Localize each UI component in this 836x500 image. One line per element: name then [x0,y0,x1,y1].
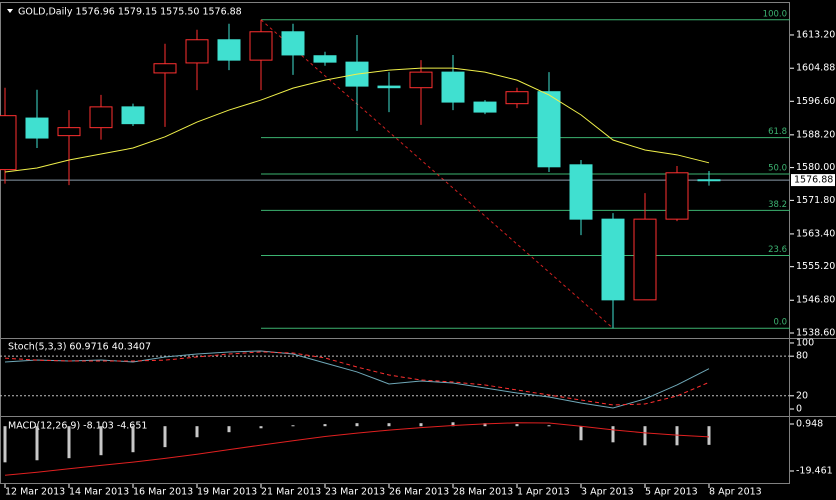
y-tick-label: 1596.60 [796,96,835,107]
fib-label: 0.0 [773,318,787,328]
macd-title: MACD(12,26,9) -8.103 -4.651 [8,421,147,432]
candle-body [601,218,625,301]
y-tick-label: 1604.88 [796,63,835,74]
last-price-label: 1576.88 [794,175,833,186]
moving-average [4,67,710,173]
candle-body [217,39,241,61]
y-tick-label: 1580.00 [796,162,835,173]
macd-signal [4,422,710,476]
candle-body [697,179,721,182]
macd-bar [99,426,103,456]
candle-body [249,31,273,61]
macd-bar [195,426,199,438]
candle-body [473,101,497,113]
x-tick-label: 5 Apr 2013 [645,487,698,498]
stoch-title: Stoch(5,3,3) 60.9716 40.3407 [8,342,151,353]
macd-bar [163,426,167,448]
macd-bar [451,422,455,427]
candle-body [505,91,529,105]
y-tick-label: 1538.60 [796,328,835,339]
macd-bar [323,424,327,427]
candle-body [569,164,593,220]
x-tick-label: 26 Mar 2013 [389,487,449,498]
y-tick-label: -19.461 [796,465,833,476]
candle-body [121,106,145,125]
menu-arrow[interactable] [7,9,13,13]
candle-body [377,85,401,89]
candle-body [57,127,81,137]
x-tick-label: 3 Apr 2013 [581,487,634,498]
macd-bar [515,424,519,427]
fib-label: 100.0 [763,9,787,19]
macd-bar [611,426,615,443]
y-tick-label: 1563.40 [796,228,835,239]
macd-bar [419,423,423,427]
candle-body [409,71,433,89]
last-price-box [791,174,835,187]
macd-bar [643,426,647,446]
fib-trendline [260,19,614,329]
macd-bar [131,426,135,453]
y-tick-label: 1588.20 [796,129,835,140]
x-tick-label: 23 Mar 2013 [325,487,385,498]
y-tick-label: 20 [796,390,808,401]
candle-body [537,91,561,168]
candle-body [0,115,17,171]
macd-bar [547,425,551,427]
x-tick-label: 12 Mar 2013 [5,487,65,498]
y-tick-label: 0.948 [796,419,823,430]
macd-bar [387,423,391,427]
macd-bar [579,426,583,441]
candle-body [633,218,657,301]
candle-body [665,172,689,220]
x-tick-label: 21 Mar 2013 [261,487,321,498]
macd-bar [675,426,679,446]
x-tick-label: 28 Mar 2013 [453,487,513,498]
y-tick-label: 1555.20 [796,261,835,272]
macd-bar [67,426,71,459]
y-tick-label: 0 [796,403,802,414]
fib-label: 61.8 [768,127,787,137]
macd-bar [259,426,263,429]
macd-bar [483,423,487,427]
x-tick-label: 14 Mar 2013 [69,487,129,498]
macd-bar [227,426,231,433]
y-tick-label: 100 [796,337,814,348]
candle-body [153,63,177,74]
y-tick-label: 1546.80 [796,295,835,306]
macd-bar [35,426,39,461]
fib-label: 50.0 [768,163,787,173]
candle-body [441,71,465,103]
macd-bar [291,425,295,427]
x-tick-label: 16 Mar 2013 [133,487,193,498]
frame [0,2,790,484]
fib-label: 23.6 [768,245,787,255]
macd-bar [707,426,711,445]
candle-body [25,117,49,139]
macd-bar [3,426,7,463]
candle-body [281,31,305,56]
candle-body [185,39,209,64]
chart-title: GOLD,Daily 1576.96 1579.15 1575.50 1576.… [18,7,242,18]
x-tick-label: 19 Mar 2013 [197,487,257,498]
x-tick-label: 1 Apr 2013 [517,487,570,498]
y-tick-label: 1613.20 [796,29,835,40]
y-tick-label: 1571.80 [796,195,835,206]
stoch-line [4,350,710,409]
stoch-line [4,351,710,406]
fib-label: 38.2 [768,200,787,210]
y-tick-label: 80 [796,351,808,362]
x-tick-label: 8 Apr 2013 [709,487,762,498]
macd-bar [355,423,359,427]
candle-body [313,55,337,63]
candle-body [89,106,113,129]
